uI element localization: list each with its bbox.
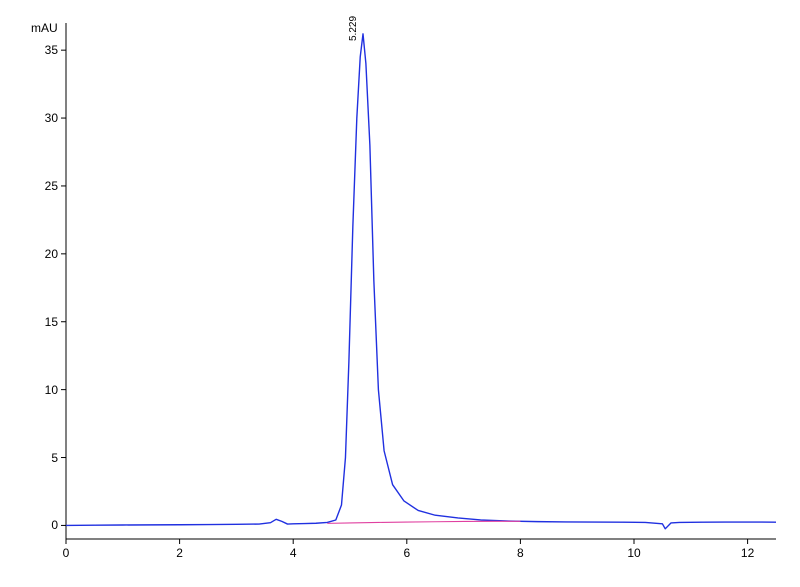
y-tick-label: 10	[28, 383, 58, 397]
x-tick-label: 0	[51, 546, 81, 560]
x-tick-label: 4	[278, 546, 308, 560]
x-tick-label: 12	[733, 546, 763, 560]
y-tick-label: 5	[28, 451, 58, 465]
y-tick-label: 20	[28, 247, 58, 261]
chart-svg	[8, 8, 792, 579]
y-tick-label: 35	[28, 43, 58, 57]
y-tick-label: 15	[28, 315, 58, 329]
y-tick-label: 30	[28, 111, 58, 125]
y-axis-label: mAU	[31, 21, 58, 35]
x-tick-label: 2	[165, 546, 195, 560]
x-tick-label: 10	[619, 546, 649, 560]
x-tick-label: 8	[505, 546, 535, 560]
y-tick-label: 0	[28, 518, 58, 532]
x-tick-label: 6	[392, 546, 422, 560]
peak-retention-label: 5.229	[348, 16, 359, 41]
y-tick-label: 25	[28, 179, 58, 193]
chromatogram-chart: mAU 5.229 0 5 10 15 20 25 30 35 0 2 4 6 8 10 12	[8, 8, 792, 579]
